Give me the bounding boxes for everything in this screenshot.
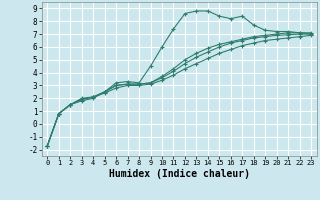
X-axis label: Humidex (Indice chaleur): Humidex (Indice chaleur): [109, 169, 250, 179]
